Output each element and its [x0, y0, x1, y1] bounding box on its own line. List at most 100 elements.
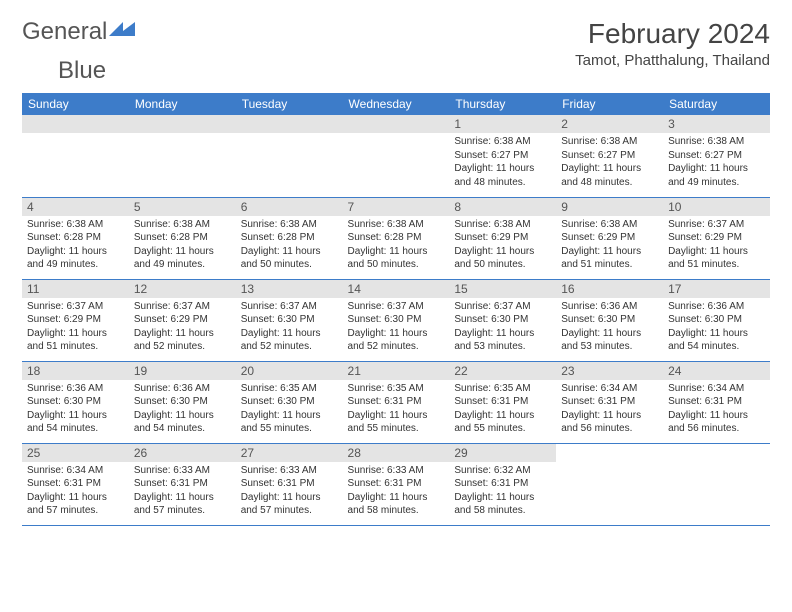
- calendar-week: 18Sunrise: 6:36 AMSunset: 6:30 PMDayligh…: [22, 361, 770, 443]
- day-number: 6: [236, 198, 343, 216]
- calendar-day: 13Sunrise: 6:37 AMSunset: 6:30 PMDayligh…: [236, 279, 343, 361]
- day-data: Sunrise: 6:34 AMSunset: 6:31 PMDaylight:…: [556, 380, 663, 438]
- weekday-header: Wednesday: [343, 93, 450, 115]
- day-data: Sunrise: 6:38 AMSunset: 6:28 PMDaylight:…: [236, 216, 343, 274]
- calendar-day: [663, 443, 770, 525]
- day-number: 4: [22, 198, 129, 216]
- day-data: Sunrise: 6:38 AMSunset: 6:29 PMDaylight:…: [449, 216, 556, 274]
- calendar-week: 1Sunrise: 6:38 AMSunset: 6:27 PMDaylight…: [22, 115, 770, 197]
- calendar-week: 4Sunrise: 6:38 AMSunset: 6:28 PMDaylight…: [22, 197, 770, 279]
- calendar-day: 25Sunrise: 6:34 AMSunset: 6:31 PMDayligh…: [22, 443, 129, 525]
- day-number: 17: [663, 280, 770, 298]
- day-data: Sunrise: 6:37 AMSunset: 6:30 PMDaylight:…: [343, 298, 450, 356]
- calendar-day: 29Sunrise: 6:32 AMSunset: 6:31 PMDayligh…: [449, 443, 556, 525]
- location: Tamot, Phatthalung, Thailand: [575, 52, 770, 69]
- calendar-day: 20Sunrise: 6:35 AMSunset: 6:30 PMDayligh…: [236, 361, 343, 443]
- calendar-day: [22, 115, 129, 197]
- day-number: 8: [449, 198, 556, 216]
- calendar-day: 26Sunrise: 6:33 AMSunset: 6:31 PMDayligh…: [129, 443, 236, 525]
- calendar-day: 9Sunrise: 6:38 AMSunset: 6:29 PMDaylight…: [556, 197, 663, 279]
- weekday-header: Saturday: [663, 93, 770, 115]
- day-number: 9: [556, 198, 663, 216]
- day-data: Sunrise: 6:37 AMSunset: 6:30 PMDaylight:…: [449, 298, 556, 356]
- day-number: 29: [449, 444, 556, 462]
- calendar-day: 16Sunrise: 6:36 AMSunset: 6:30 PMDayligh…: [556, 279, 663, 361]
- calendar-day: 11Sunrise: 6:37 AMSunset: 6:29 PMDayligh…: [22, 279, 129, 361]
- day-number: 12: [129, 280, 236, 298]
- day-number: 20: [236, 362, 343, 380]
- weekday-header-row: SundayMondayTuesdayWednesdayThursdayFrid…: [22, 93, 770, 115]
- day-number: 22: [449, 362, 556, 380]
- day-data: Sunrise: 6:38 AMSunset: 6:28 PMDaylight:…: [343, 216, 450, 274]
- day-number: 18: [22, 362, 129, 380]
- calendar-day: 17Sunrise: 6:36 AMSunset: 6:30 PMDayligh…: [663, 279, 770, 361]
- day-number: 25: [22, 444, 129, 462]
- calendar-day: 5Sunrise: 6:38 AMSunset: 6:28 PMDaylight…: [129, 197, 236, 279]
- calendar-day: [236, 115, 343, 197]
- calendar-day: 3Sunrise: 6:38 AMSunset: 6:27 PMDaylight…: [663, 115, 770, 197]
- day-data: Sunrise: 6:38 AMSunset: 6:28 PMDaylight:…: [129, 216, 236, 274]
- calendar-day: [129, 115, 236, 197]
- day-number: 26: [129, 444, 236, 462]
- weekday-header: Thursday: [449, 93, 556, 115]
- day-data: Sunrise: 6:38 AMSunset: 6:27 PMDaylight:…: [556, 133, 663, 191]
- flag-icon: [109, 22, 135, 43]
- day-data: Sunrise: 6:32 AMSunset: 6:31 PMDaylight:…: [449, 462, 556, 520]
- calendar-day: 19Sunrise: 6:36 AMSunset: 6:30 PMDayligh…: [129, 361, 236, 443]
- calendar-day: 4Sunrise: 6:38 AMSunset: 6:28 PMDaylight…: [22, 197, 129, 279]
- day-data: Sunrise: 6:35 AMSunset: 6:31 PMDaylight:…: [449, 380, 556, 438]
- weekday-header: Monday: [129, 93, 236, 115]
- day-number: 21: [343, 362, 450, 380]
- calendar-day: 7Sunrise: 6:38 AMSunset: 6:28 PMDaylight…: [343, 197, 450, 279]
- day-data: Sunrise: 6:37 AMSunset: 6:30 PMDaylight:…: [236, 298, 343, 356]
- day-number: 13: [236, 280, 343, 298]
- day-number: 16: [556, 280, 663, 298]
- day-data: Sunrise: 6:37 AMSunset: 6:29 PMDaylight:…: [129, 298, 236, 356]
- logo-text-general: General: [22, 18, 107, 46]
- day-data: Sunrise: 6:34 AMSunset: 6:31 PMDaylight:…: [663, 380, 770, 438]
- day-number: 11: [22, 280, 129, 298]
- day-number: 10: [663, 198, 770, 216]
- day-number: 3: [663, 115, 770, 133]
- day-data: Sunrise: 6:38 AMSunset: 6:29 PMDaylight:…: [556, 216, 663, 274]
- day-data: Sunrise: 6:36 AMSunset: 6:30 PMDaylight:…: [22, 380, 129, 438]
- day-data: Sunrise: 6:38 AMSunset: 6:28 PMDaylight:…: [22, 216, 129, 274]
- day-number: 5: [129, 198, 236, 216]
- day-data: Sunrise: 6:33 AMSunset: 6:31 PMDaylight:…: [236, 462, 343, 520]
- day-number: 28: [343, 444, 450, 462]
- calendar-day: 24Sunrise: 6:34 AMSunset: 6:31 PMDayligh…: [663, 361, 770, 443]
- calendar-day: 12Sunrise: 6:37 AMSunset: 6:29 PMDayligh…: [129, 279, 236, 361]
- day-number: 2: [556, 115, 663, 133]
- day-data: Sunrise: 6:35 AMSunset: 6:30 PMDaylight:…: [236, 380, 343, 438]
- day-data: Sunrise: 6:35 AMSunset: 6:31 PMDaylight:…: [343, 380, 450, 438]
- calendar-day: 15Sunrise: 6:37 AMSunset: 6:30 PMDayligh…: [449, 279, 556, 361]
- day-number: 14: [343, 280, 450, 298]
- day-number: 23: [556, 362, 663, 380]
- weekday-header: Tuesday: [236, 93, 343, 115]
- calendar-day: 10Sunrise: 6:37 AMSunset: 6:29 PMDayligh…: [663, 197, 770, 279]
- day-number: 7: [343, 198, 450, 216]
- calendar-day: 6Sunrise: 6:38 AMSunset: 6:28 PMDaylight…: [236, 197, 343, 279]
- day-number: 24: [663, 362, 770, 380]
- day-data: Sunrise: 6:33 AMSunset: 6:31 PMDaylight:…: [129, 462, 236, 520]
- day-data: Sunrise: 6:33 AMSunset: 6:31 PMDaylight:…: [343, 462, 450, 520]
- day-number: 19: [129, 362, 236, 380]
- day-number: 27: [236, 444, 343, 462]
- calendar-day: 23Sunrise: 6:34 AMSunset: 6:31 PMDayligh…: [556, 361, 663, 443]
- logo: General: [22, 18, 137, 46]
- title-block: February 2024 Tamot, Phatthalung, Thaila…: [575, 18, 770, 69]
- day-data: Sunrise: 6:37 AMSunset: 6:29 PMDaylight:…: [663, 216, 770, 274]
- day-number: 15: [449, 280, 556, 298]
- logo-text-blue: Blue: [58, 57, 106, 84]
- calendar-day: 18Sunrise: 6:36 AMSunset: 6:30 PMDayligh…: [22, 361, 129, 443]
- day-data: Sunrise: 6:36 AMSunset: 6:30 PMDaylight:…: [663, 298, 770, 356]
- calendar-day: 8Sunrise: 6:38 AMSunset: 6:29 PMDaylight…: [449, 197, 556, 279]
- month-title: February 2024: [575, 18, 770, 50]
- calendar-day: 1Sunrise: 6:38 AMSunset: 6:27 PMDaylight…: [449, 115, 556, 197]
- calendar-day: 2Sunrise: 6:38 AMSunset: 6:27 PMDaylight…: [556, 115, 663, 197]
- calendar-day: [556, 443, 663, 525]
- day-data: Sunrise: 6:37 AMSunset: 6:29 PMDaylight:…: [22, 298, 129, 356]
- calendar-day: [343, 115, 450, 197]
- calendar-week: 11Sunrise: 6:37 AMSunset: 6:29 PMDayligh…: [22, 279, 770, 361]
- weekday-header: Sunday: [22, 93, 129, 115]
